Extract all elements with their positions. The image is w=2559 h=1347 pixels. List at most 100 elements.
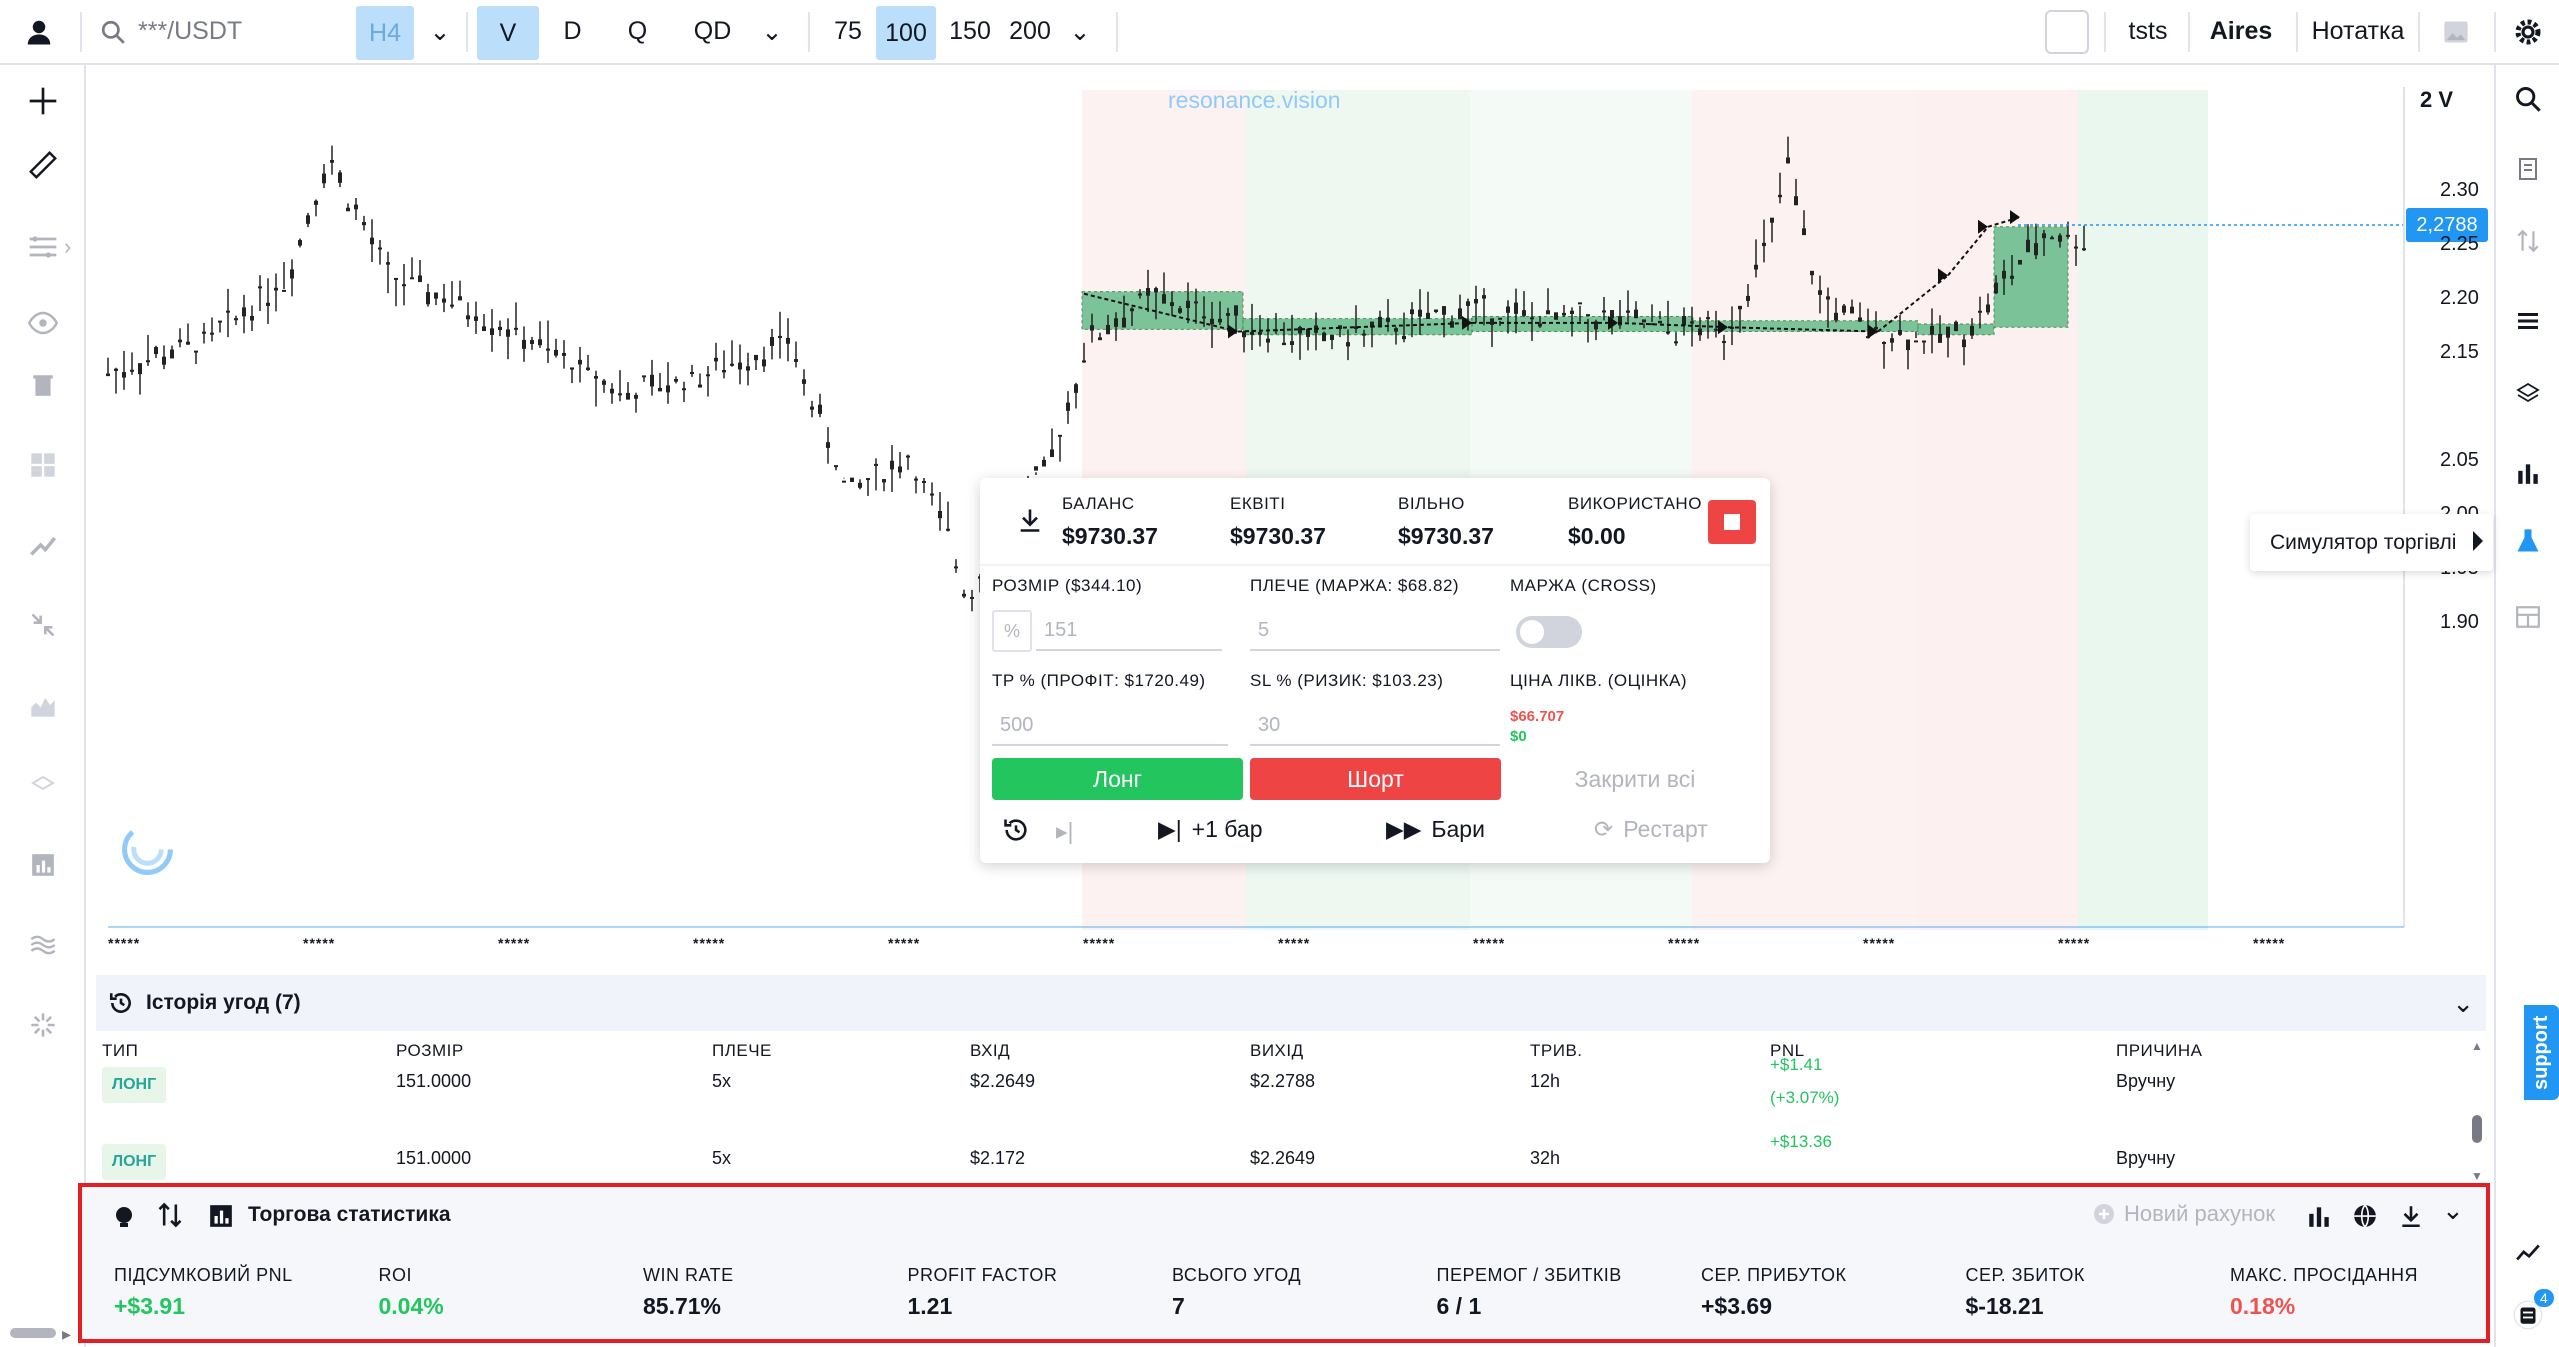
download-icon[interactable] [1016,506,1044,539]
interval-h4[interactable]: H4 [356,6,414,60]
history-column-header[interactable]: ПЛЕЧЕ [712,1041,772,1060]
candle [1090,325,1094,331]
bars-button[interactable]: ▶︎▶︎ Бари [1386,816,1485,842]
eye-icon[interactable] [0,293,86,353]
lightbulb-icon[interactable] [112,1203,136,1231]
pattern-icon[interactable] [0,515,86,575]
gear-icon[interactable] [2496,0,2559,63]
history-column-header[interactable]: ПРИЧИНА [2116,1041,2203,1060]
history-cell-duration: 32h [1530,1148,1561,1168]
history-icon[interactable] [1002,816,1030,844]
long-button[interactable]: Лонг [992,758,1243,800]
candle [338,172,342,183]
new-account-button[interactable]: Новий рахунок [2092,1201,2275,1227]
tsts-button[interactable]: tsts [2128,17,2168,45]
list-icon[interactable] [2496,293,2559,349]
chevron-down-icon[interactable]: ⌄ [761,17,783,46]
volume-profile-icon[interactable] [0,675,86,735]
size-200[interactable]: 200 [1009,17,1051,45]
document-icon[interactable] [2496,141,2559,197]
globe-icon[interactable] [2352,1203,2378,1229]
crosshair-icon[interactable] [0,71,86,131]
size-150[interactable]: 150 [949,17,991,45]
trend-icon[interactable] [2496,1225,2559,1281]
trading-stats-panel: Торгова статистика Новий рахунок ⌄ ПІДСУ… [78,1183,2490,1343]
history-column-header[interactable]: PNL [1770,1041,1805,1060]
margin-toggle[interactable] [1516,616,1582,648]
plus-bar-button[interactable]: ▶︎| +1 бар [1158,816,1263,842]
grid-icon[interactable] [0,435,86,495]
tp-input[interactable]: 500 [992,706,1228,746]
sort-icon[interactable] [2496,213,2559,269]
image-icon[interactable] [2428,0,2484,63]
bar-chart-icon[interactable] [0,835,86,895]
history-cell-pnl-pct: (+3.07%) [1770,1088,1840,1107]
candle [434,292,438,299]
stop-button[interactable] [1708,500,1756,544]
chevron-down-icon[interactable]: ⌄ [2452,987,2474,1018]
bar-chart-icon[interactable] [2496,445,2559,501]
size-input[interactable]: 151 [1036,611,1222,651]
interval-v[interactable]: V [477,6,539,60]
candle [266,302,270,306]
interval-q[interactable]: Q [627,17,648,45]
user-icon[interactable] [0,0,78,63]
trade-path [1877,274,1949,333]
candle [1514,302,1518,314]
chevron-right-icon[interactable]: › [64,234,72,259]
history-column-header[interactable]: ТРИВ. [1530,1041,1583,1060]
trash-icon[interactable] [0,355,86,415]
bar-chart-icon[interactable] [2306,1203,2332,1229]
interval-qd[interactable]: QD [693,17,732,45]
candle [754,354,758,361]
waves-icon[interactable] [0,915,86,975]
interval-d[interactable]: D [563,17,582,45]
trade-history-header[interactable]: Історія угод (7) ⌄ [96,975,2486,1031]
checkbox[interactable] [2040,0,2094,63]
size-100[interactable]: 100 [876,6,936,60]
magic-icon[interactable] [0,995,86,1055]
candle [1938,333,1942,343]
aires-logo[interactable]: Aires [2209,17,2273,45]
restart-button[interactable]: ⟳ Рестарт [1594,816,1708,842]
chevron-down-icon[interactable]: ⌄ [2442,1195,2464,1225]
leverage-input[interactable]: 5 [1250,611,1500,651]
liquidation-value-alt: $0 [1510,728,1527,745]
sl-input[interactable]: 30 [1250,706,1500,746]
short-button[interactable]: Шорт [1250,758,1501,800]
scrollbar-thumb[interactable] [10,1328,56,1338]
notifications-icon[interactable]: 4 [2496,1287,2559,1343]
flask-icon[interactable] [2496,513,2559,569]
layers-icon[interactable] [2496,365,2559,421]
ruler-icon[interactable] [0,135,86,195]
scale-mode[interactable]: 2 V [2420,87,2454,112]
candle [514,327,518,330]
symbol-search[interactable]: ***/USDT [100,0,340,63]
candle [570,367,574,370]
layout-icon[interactable] [2496,589,2559,645]
size-unit[interactable]: % [992,610,1032,652]
layers-icon[interactable] [0,755,86,815]
support-button[interactable]: support [2524,1005,2559,1100]
history-scrollbar[interactable]: ▲ ▼ [2471,1039,2483,1183]
candle [1282,342,1286,346]
chevron-down-icon[interactable]: ⌄ [429,17,451,46]
history-column-header[interactable]: ТИП [102,1041,139,1060]
compress-icon[interactable] [0,595,86,655]
compare-icon[interactable] [156,1201,184,1229]
close-all-button[interactable]: Закрити всі [1574,765,1696,792]
download-icon[interactable] [2398,1203,2424,1229]
step-end-icon[interactable]: ▸| [1056,818,1074,844]
trend-tools-icon[interactable]: › [0,217,86,277]
candle [218,320,222,323]
history-column-header[interactable]: ВИХІД [1250,1041,1304,1060]
history-column-header[interactable]: РОЗМІР [396,1041,464,1060]
history-column-header[interactable]: ВХІД [970,1041,1011,1060]
search-input[interactable]: ***/USDT [138,17,243,45]
size-75[interactable]: 75 [834,17,862,45]
search-icon[interactable] [2496,71,2559,127]
chevron-down-icon[interactable]: ⌄ [1069,17,1091,46]
margin-label: МАРЖА (CROSS) [1510,576,1657,595]
note-button[interactable]: Нотатка [2311,17,2405,45]
chevron-right-icon[interactable]: ▸ [62,1324,72,1344]
